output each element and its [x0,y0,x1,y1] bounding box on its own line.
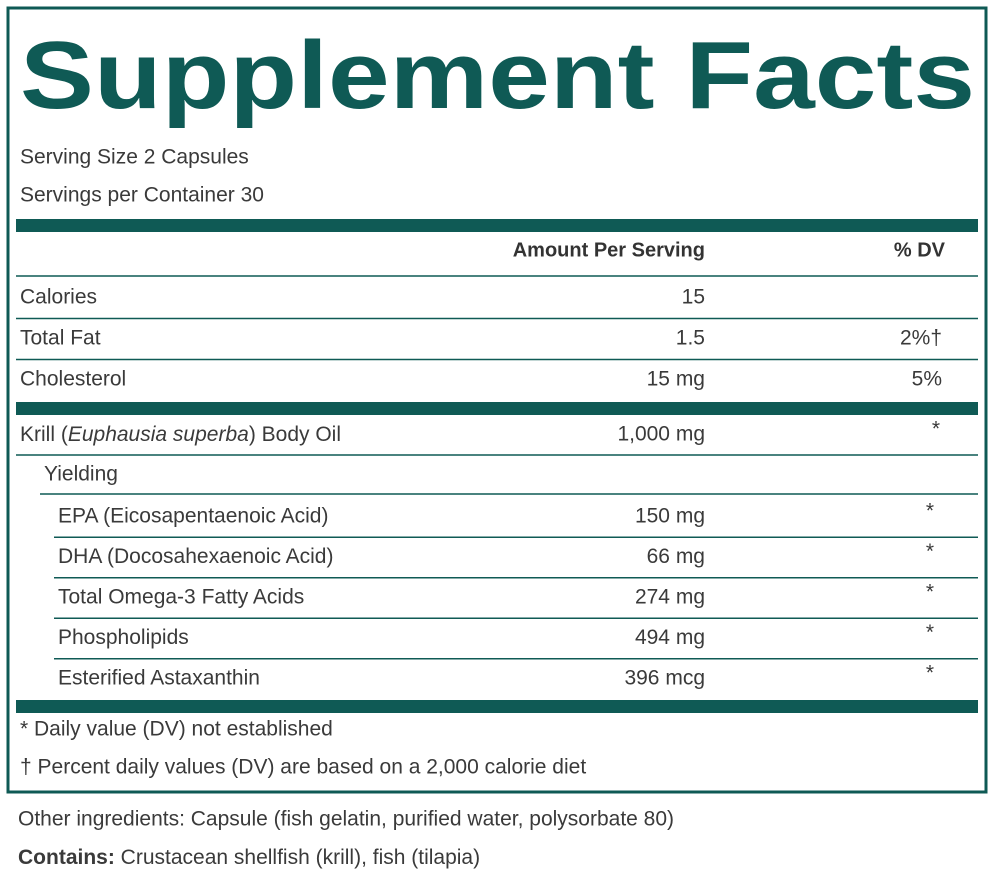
servings-per-container: Servings per Container 30 [20,184,264,207]
other-ingredients: Other ingredients: Capsule (fish gelatin… [18,808,674,831]
amount: 274 mg [635,586,705,609]
amount: 15 [682,286,705,309]
nutrient-name: EPA (Eicosapentaenoic Acid) [58,505,328,528]
thick-rule [16,219,978,232]
title: Supplement Facts [20,22,975,129]
dv: * [926,540,934,563]
footnote: † Percent daily values (DV) are based on… [20,756,586,779]
contains: Contains: Crustacean shellfish (krill), … [18,846,480,869]
nutrient-name: DHA (Docosahexaenoic Acid) [58,545,333,568]
nutrient-name: Total Omega-3 Fatty Acids [58,586,304,609]
thick-rule [16,402,978,415]
dv: 2%† [900,327,942,350]
nutrient-name: Esterified Astaxanthin [58,667,260,690]
amount: 494 mg [635,626,705,649]
amount: 396 mcg [624,667,705,690]
nutrient-name: Calories [20,286,97,309]
krill-name-b: ) Body Oil [249,423,341,446]
dv: * [932,418,940,441]
krill-name: Krill (Euphausia superba) Body Oil [20,423,341,446]
dv: * [926,500,934,523]
amount: 150 mg [635,505,705,528]
serving-size: Serving Size 2 Capsules [20,146,249,169]
amount: 1,000 mg [617,423,705,446]
dv: * [926,662,934,685]
dv-header: % DV [894,239,946,261]
nutrient-name: Cholesterol [20,368,126,391]
krill-latin: Euphausia superba [68,423,249,446]
footnote: * Daily value (DV) not established [20,718,333,741]
nutrient-name: Total Fat [20,327,101,350]
dv: * [926,581,934,604]
contains-text: Crustacean shellfish (krill), fish (tila… [115,846,480,869]
nutrient-name: Phospholipids [58,626,189,649]
contains-label: Contains: [18,846,115,869]
thick-rule [16,700,978,713]
dv: * [926,621,934,644]
yielding: Yielding [44,463,118,486]
amount-header: Amount Per Serving [513,239,705,261]
amount: 1.5 [676,327,705,350]
dv: 5% [912,368,942,391]
amount: 66 mg [647,545,705,568]
amount: 15 mg [647,368,705,391]
label-border [6,6,988,794]
krill-name-a: Krill ( [20,423,68,446]
